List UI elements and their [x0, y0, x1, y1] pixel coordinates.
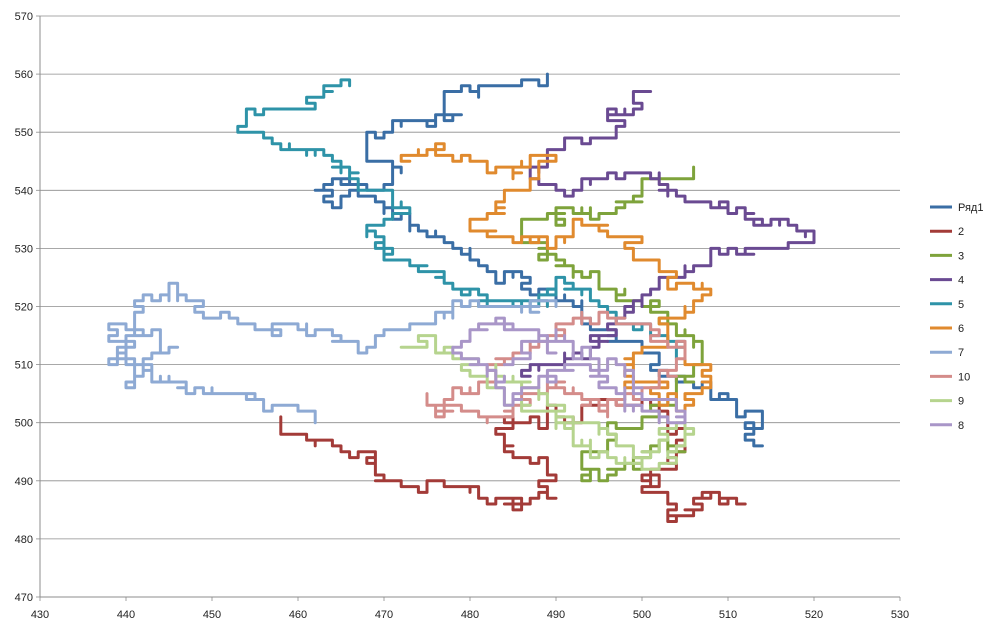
x-tick-label: 530: [891, 609, 909, 621]
legend-label: 4: [958, 275, 964, 287]
x-tick-label: 450: [203, 609, 221, 621]
y-tick-label: 540: [15, 185, 33, 197]
y-tick-label: 490: [15, 476, 33, 488]
y-tick-label: 500: [15, 418, 33, 430]
plot-area: [107, 72, 816, 523]
y-tick-label: 550: [15, 127, 33, 139]
y-tick-label: 510: [15, 360, 33, 372]
x-tick-label: 470: [375, 609, 393, 621]
legend-label: Ряд1: [958, 202, 983, 214]
y-tick-label: 530: [15, 243, 33, 255]
legend-label: 10: [958, 371, 970, 383]
x-tick-label: 440: [117, 609, 135, 621]
legend-label: 3: [958, 250, 964, 262]
y-tick-label: 520: [15, 302, 33, 314]
y-tick-label: 470: [15, 592, 33, 604]
x-tick-label: 520: [805, 609, 823, 621]
x-tick-label: 510: [719, 609, 737, 621]
legend-label: 8: [958, 420, 964, 432]
x-tick-label: 460: [289, 609, 307, 621]
series-line-8: [451, 316, 687, 425]
series-line-6: [399, 142, 713, 413]
y-tick-label: 570: [15, 11, 33, 23]
series-line-7: [107, 281, 558, 425]
legend-label: 2: [958, 226, 964, 238]
legend-label: 6: [958, 323, 964, 335]
x-tick-label: 490: [547, 609, 565, 621]
series-line-9: [399, 334, 696, 471]
legend-label: 9: [958, 396, 964, 408]
legend: Ряд1 2 3 4 5 6 7 10 9 8: [930, 202, 983, 432]
series-line-2: [279, 398, 747, 523]
x-tick-label: 430: [31, 609, 49, 621]
legend-label: 5: [958, 299, 964, 311]
axes: 470 480 490 500 510 520 530 540 550 560 570 430 440 4…: [15, 11, 910, 621]
legend-label: 7: [958, 347, 964, 359]
x-tick-label: 500: [633, 609, 651, 621]
y-tick-label: 480: [15, 534, 33, 546]
series-line-5: [236, 78, 687, 361]
y-tick-label: 560: [15, 69, 33, 81]
x-tick-label: 480: [461, 609, 479, 621]
